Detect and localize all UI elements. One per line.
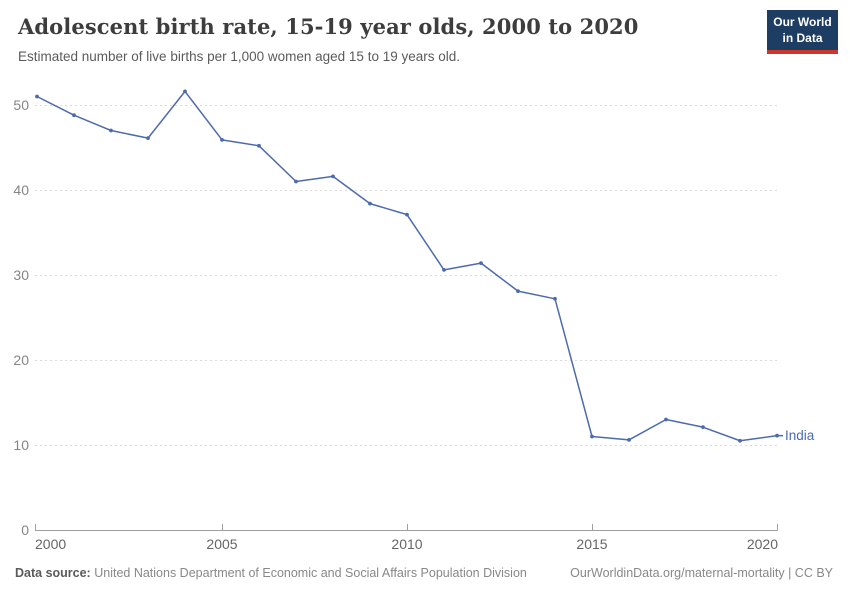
data-point (294, 179, 298, 184)
x-axis-label: 2000 (35, 536, 66, 552)
chart-header: Adolescent birth rate, 15-19 year olds, … (18, 14, 750, 64)
data-point (183, 89, 187, 94)
owid-logo-line1: Our World (773, 15, 832, 29)
data-point (257, 143, 261, 148)
data-point (220, 137, 224, 142)
y-axis-label: 50 (13, 97, 29, 113)
chart-subtitle: Estimated number of live births per 1,00… (18, 49, 460, 64)
data-point (627, 438, 631, 442)
data-point (553, 296, 557, 301)
data-point (664, 417, 668, 422)
owid-logo-line2: in Data (782, 30, 823, 45)
datasource-text: United Nations Department of Economic an… (94, 566, 527, 580)
data-point (35, 94, 39, 99)
footer-link[interactable]: OurWorldinData.org/maternal-mortality | … (570, 566, 833, 580)
data-point (109, 128, 113, 133)
data-point (479, 261, 483, 265)
owid-logo[interactable]: Our World in Data (767, 10, 838, 55)
data-point (146, 136, 150, 141)
data-point (331, 174, 335, 179)
data-point (775, 433, 779, 438)
series-end-label-india: India (785, 428, 815, 443)
data-point (442, 268, 446, 272)
series-line-india (36, 90, 778, 442)
x-axis-label: 2010 (391, 536, 422, 552)
x-axis-label: 2015 (576, 536, 607, 552)
page-title: Adolescent birth rate, 15-19 year olds, … (18, 14, 639, 39)
x-axis-label: 2020 (747, 536, 778, 552)
data-point (368, 201, 372, 206)
y-axis-label: 40 (13, 182, 29, 198)
y-axis-label: 30 (13, 267, 29, 283)
y-axis-label: 20 (13, 352, 29, 368)
footer-datasource: Data source: United Nations Department o… (15, 566, 527, 580)
data-point (738, 438, 742, 443)
chart-footer: Data source: United Nations Department o… (15, 566, 833, 580)
data-point (516, 289, 520, 294)
data-point (405, 212, 409, 217)
data-point (72, 113, 76, 118)
x-axis-label: 2005 (206, 536, 237, 552)
y-axis-label: 0 (21, 522, 29, 538)
y-axis-label: 10 (13, 437, 29, 453)
datasource-label: Data source: (15, 566, 91, 580)
data-point (590, 434, 594, 439)
data-point (701, 425, 705, 430)
